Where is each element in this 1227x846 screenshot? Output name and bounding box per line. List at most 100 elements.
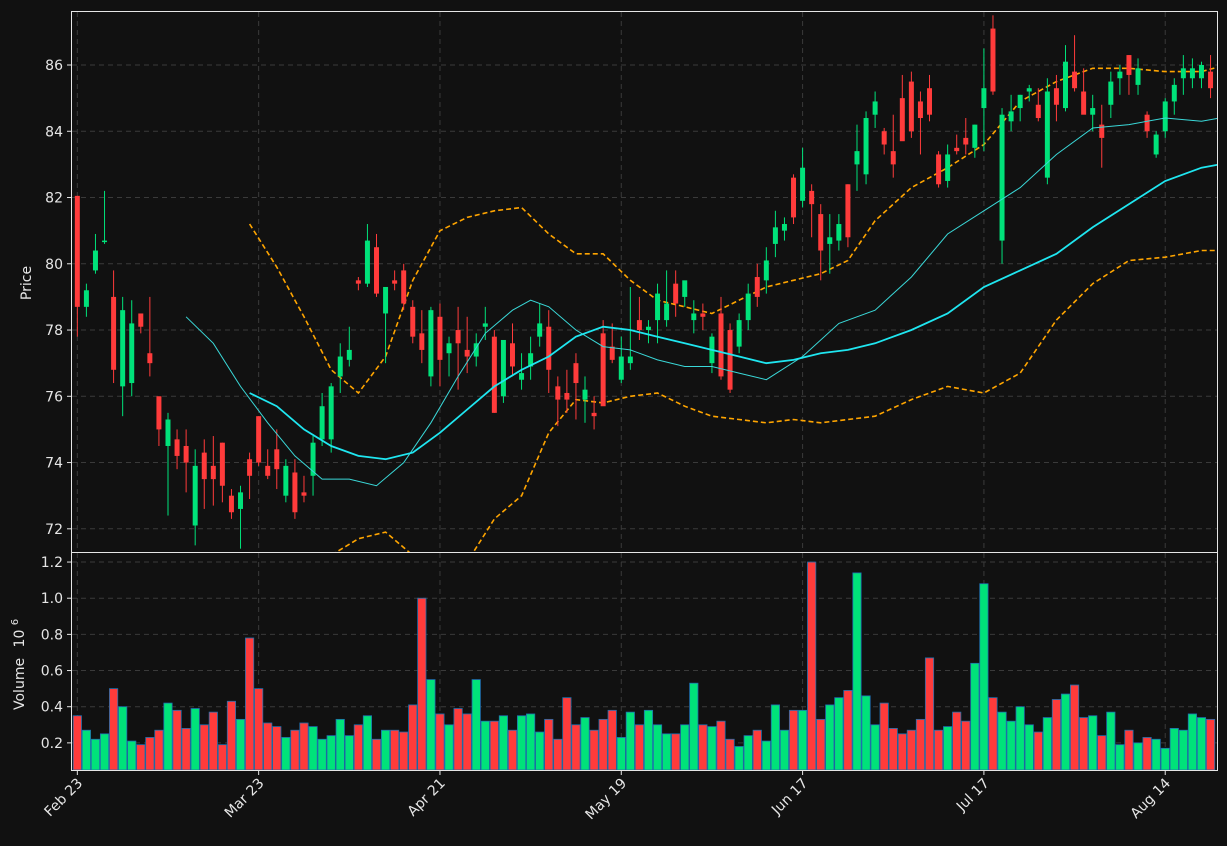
- volume-bar: [245, 637, 255, 771]
- price-tick-label: 80: [45, 257, 63, 273]
- candle-body: [1171, 84, 1177, 102]
- candle-body: [183, 445, 189, 463]
- candle-body: [1126, 55, 1132, 75]
- volume-bar: [72, 715, 82, 771]
- volume-bar: [970, 662, 980, 771]
- candle-body: [201, 452, 207, 480]
- price-y-axis: 72 74 76 78 80 82 84 86: [45, 58, 72, 538]
- volume-bar: [843, 690, 853, 771]
- volume-bar: [770, 704, 780, 771]
- volume-bar: [1024, 724, 1034, 771]
- volume-bar: [172, 709, 182, 771]
- volume-bar: [743, 735, 753, 771]
- candle-body: [845, 184, 851, 238]
- volume-bar: [480, 720, 490, 771]
- volume-bar: [263, 722, 273, 771]
- volume-bar: [834, 697, 844, 771]
- volume-bar: [435, 713, 445, 771]
- volume-bar: [625, 711, 635, 771]
- volume-bar: [807, 561, 817, 771]
- volume-tick-label: 1.2: [41, 555, 63, 571]
- candle-body: [1099, 124, 1105, 138]
- candle-body: [917, 101, 923, 119]
- volume-bar: [888, 728, 898, 771]
- candle-body: [1153, 134, 1159, 155]
- volume-bar: [680, 724, 690, 771]
- volume-bar: [471, 679, 481, 771]
- volume-tick-label: 0.4: [41, 700, 63, 716]
- candle-body: [664, 303, 670, 321]
- volume-bar: [698, 724, 708, 771]
- candle-body: [519, 373, 525, 380]
- volume-bar: [208, 711, 218, 771]
- candle-body: [899, 98, 905, 142]
- volume-bar: [943, 726, 953, 771]
- candle-body: [491, 336, 497, 413]
- volume-bar: [181, 728, 191, 771]
- volume-bar: [399, 731, 409, 771]
- volume-bar: [362, 715, 373, 771]
- candle-body: [219, 442, 225, 486]
- candle-body: [355, 280, 361, 284]
- volume-bar: [616, 737, 626, 771]
- candle-body: [147, 353, 153, 364]
- volume-bar: [281, 737, 291, 771]
- candle-body: [174, 439, 180, 456]
- candle-body: [718, 313, 724, 377]
- ma-slow-line: [249, 163, 1217, 461]
- volume-bar: [716, 720, 726, 771]
- candle-body: [1026, 88, 1032, 92]
- candle-body: [1044, 91, 1050, 178]
- candle-body: [1198, 65, 1204, 79]
- volume-bar: [1187, 713, 1197, 771]
- candle-body: [401, 270, 407, 304]
- volume-bar: [299, 722, 309, 771]
- volume-bar: [1169, 728, 1179, 771]
- candle-body: [999, 114, 1005, 241]
- volume-tick-label: 1.0: [41, 591, 63, 607]
- volume-bar: [1133, 742, 1143, 771]
- candle-body: [337, 356, 343, 377]
- volume-bar: [689, 682, 699, 771]
- candle-body: [1117, 71, 1123, 79]
- volume-bar: [779, 729, 790, 771]
- candle-body: [981, 88, 987, 109]
- volume-bar: [1015, 706, 1025, 771]
- candle-body: [228, 495, 234, 513]
- candle-body: [591, 412, 597, 417]
- volume-bar: [344, 735, 354, 771]
- volume-bar: [861, 695, 871, 771]
- candle-body: [328, 386, 334, 440]
- candle-body: [881, 131, 887, 145]
- volume-bar: [190, 708, 200, 771]
- candle-body: [528, 353, 534, 367]
- volume-bar: [326, 735, 336, 771]
- volume-bar: [1196, 717, 1207, 771]
- volume-bar: [335, 718, 345, 771]
- candle-body: [791, 177, 797, 218]
- price-tick-label: 84: [45, 124, 63, 140]
- candle-body: [419, 333, 425, 350]
- volume-bar: [272, 726, 282, 771]
- candle-body: [238, 492, 244, 509]
- volume-tick-label: 0.6: [41, 664, 63, 680]
- ma-fast-line: [185, 117, 1217, 487]
- candle-body: [92, 250, 98, 271]
- volume-bar: [1060, 693, 1071, 771]
- candle-body: [863, 118, 869, 175]
- volume-bar: [961, 720, 971, 771]
- volume-bar: [725, 738, 735, 771]
- volume-bar: [662, 733, 672, 771]
- volume-bar: [1115, 744, 1125, 771]
- candle-body: [836, 224, 842, 241]
- volume-bar: [671, 733, 681, 771]
- candle-body: [1072, 71, 1078, 89]
- candle-body: [854, 151, 860, 165]
- volume-bar: [1033, 731, 1043, 771]
- volume-bar: [109, 688, 119, 771]
- candle-body: [129, 323, 135, 384]
- volume-bar: [371, 738, 382, 771]
- candle-body: [990, 28, 996, 92]
- candle-body: [781, 224, 787, 231]
